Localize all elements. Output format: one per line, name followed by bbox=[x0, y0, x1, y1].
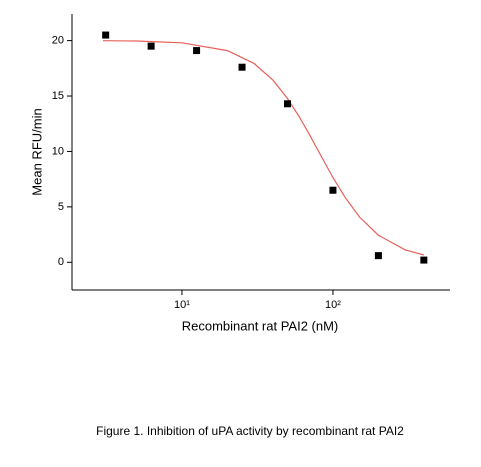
x-tick-label: 10² bbox=[325, 299, 341, 311]
data-point bbox=[420, 256, 428, 264]
y-axis-label: Mean RFU/min bbox=[29, 108, 44, 195]
y-tick-label: 20 bbox=[52, 35, 64, 47]
fit-curve bbox=[102, 40, 424, 256]
x-axis-label: Recombinant rat PAI2 (nM) bbox=[182, 318, 339, 333]
y-tick-label: 10 bbox=[52, 145, 64, 157]
data-point bbox=[329, 186, 337, 194]
data-point bbox=[193, 47, 201, 55]
y-tick-label: 0 bbox=[58, 256, 64, 268]
data-point bbox=[147, 42, 155, 50]
caption: Figure 1. Inhibition of uPA activity by … bbox=[96, 424, 404, 438]
data-point bbox=[102, 31, 110, 39]
data-point bbox=[283, 100, 291, 108]
data-point bbox=[374, 252, 382, 260]
y-tick-label: 15 bbox=[52, 90, 64, 102]
x-tick-label: 10¹ bbox=[174, 299, 190, 311]
data-point bbox=[238, 63, 246, 71]
y-tick-label: 5 bbox=[58, 201, 64, 213]
